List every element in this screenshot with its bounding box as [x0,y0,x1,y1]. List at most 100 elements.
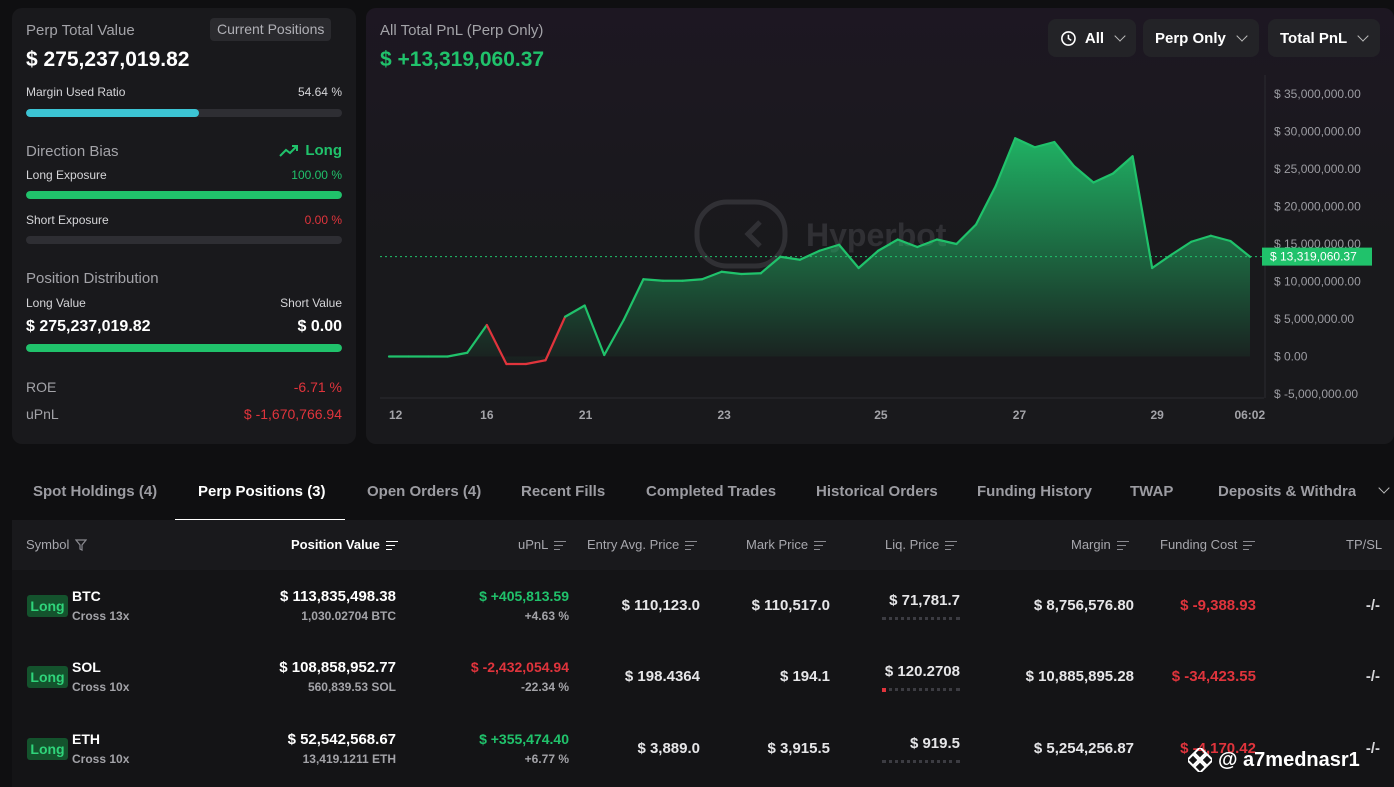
binance-square-icon [1188,748,1212,772]
position-size: 560,839.53 SOL [307,680,396,694]
upnl-label: uPnL [26,406,59,422]
market-filter-dropdown[interactable]: Perp Only [1143,19,1259,57]
header-mark-price[interactable]: Mark Price [746,537,827,552]
tpsl-value[interactable]: -/- [1365,740,1380,757]
table-row[interactable]: Long BTC Cross 13x $ 113,835,498.38 1,03… [12,571,1394,641]
long-value-label: Long Value [26,296,86,310]
margin-mode: Cross 10x [72,752,130,766]
time-range-dropdown[interactable]: All [1048,19,1136,57]
upnl-value: $ -1,670,766.94 [243,406,342,422]
liq-price: $ 71,781.7 [889,592,960,609]
symbol-name[interactable]: ETH [72,731,100,747]
current-positions-button[interactable]: Current Positions [210,18,332,41]
table-row[interactable]: Long SOL Cross 10x $ 108,858,952.77 560,… [12,642,1394,712]
long-value: $ 275,237,019.82 [26,318,151,335]
tab-completed-trades[interactable]: Completed Trades [646,483,777,500]
header-entry-price[interactable]: Entry Avg. Price [587,537,698,552]
symbol-name[interactable]: BTC [72,588,101,604]
margin-value: $ 8,756,576.80 [1033,597,1134,614]
header-margin-label: Margin [1071,537,1111,552]
liq-distance-marker [882,688,886,692]
table-header-row [12,520,1394,570]
pnl-card: All Total PnL (Perp Only) $ +13,319,060.… [366,8,1394,444]
upnl-value: $ +405,813.59 [479,588,569,604]
header-margin[interactable]: Margin [1071,537,1129,552]
short-exposure-bar [26,236,342,244]
margin-mode: Cross 13x [72,609,130,623]
tab-historical-orders[interactable]: Historical Orders [816,483,938,500]
tab-recent-fills[interactable]: Recent Fills [521,483,606,500]
tab-funding-history[interactable]: Funding History [977,483,1092,500]
liq-distance-bar [882,688,960,692]
header-mark-price-label: Mark Price [746,537,809,552]
header-symbol[interactable]: Symbol [26,537,88,552]
header-funding-cost[interactable]: Funding Cost [1160,537,1256,552]
pnl-total-value: $ +13,319,060.37 [380,48,545,71]
position-value: $ 108,858,952.77 [279,659,396,676]
sort-icon [385,540,398,550]
funding-cost: $ -34,423.55 [1171,668,1256,685]
clock-icon [1061,30,1076,46]
sort-icon [1243,540,1256,550]
mark-price: $ 110,517.0 [751,597,830,614]
header-upnl-label: uPnL [518,537,549,552]
short-exposure-label: Short Exposure [26,213,109,227]
positions-table [12,520,1394,787]
header-position-value-label: Position Value [291,537,380,552]
header-liq-price-label: Liq. Price [885,537,940,552]
liq-price: $ 120.2708 [884,663,960,680]
time-range-label: All [1084,29,1105,47]
header-upnl[interactable]: uPnL [518,537,567,552]
header-liq-price[interactable]: Liq. Price [885,537,958,552]
tab-spot-holdings[interactable]: Spot Holdings (4) [33,483,158,500]
header-position-value[interactable]: Position Value [291,537,398,552]
trend-up-icon [279,144,299,157]
header-tpsl[interactable]: TP/SL [1346,537,1383,552]
tabs-more-chevron-icon[interactable] [1378,482,1390,494]
chevron-down-icon [1357,30,1369,42]
header-funding-cost-label: Funding Cost [1160,537,1238,552]
header-entry-price-label: Entry Avg. Price [587,537,680,552]
sort-icon [685,540,698,550]
sort-icon [814,540,827,550]
header-symbol-label: Symbol [26,537,70,552]
perp-total-value: $ 275,237,019.82 [26,48,190,71]
pnl-title: All Total PnL (Perp Only) [380,22,544,39]
short-value-label: Short Value [280,296,342,310]
tab-deposits-withdraw[interactable]: Deposits & Withdraw [1218,483,1356,500]
watermark-handle-text: @ a7mednasr1 [1218,748,1360,771]
position-value: $ 52,542,568.67 [287,731,396,748]
margin-used-label: Margin Used Ratio [26,85,126,99]
tpsl-value[interactable]: -/- [1365,668,1380,685]
margin-used-bar [26,109,342,117]
entry-price: $ 3,889.0 [637,740,700,757]
roe-label: ROE [26,379,57,395]
symbol-name[interactable]: SOL [72,659,101,675]
direction-bias-text: Long [305,142,342,159]
pnl-type-dropdown[interactable]: Total PnL [1268,19,1380,57]
margin-value: $ 10,885,895.28 [1025,668,1134,685]
margin-mode: Cross 10x [72,680,130,694]
tpsl-value[interactable]: -/- [1365,597,1380,614]
tab-deposits-withdraw-label: Deposits & Withdraw [1218,483,1356,500]
upnl-value: $ +355,474.40 [479,731,569,747]
chevron-down-icon [1236,30,1248,42]
tab-open-orders[interactable]: Open Orders (4) [367,483,482,500]
market-filter-label: Perp Only [1155,29,1226,47]
position-size: 13,419.1211 ETH [302,752,396,766]
tab-perp-positions[interactable]: Perp Positions (3) [198,483,326,500]
perp-total-value-title: Perp Total Value [26,22,135,39]
tab-twap[interactable]: TWAP [1130,483,1174,500]
entry-price: $ 110,123.0 [621,597,700,614]
margin-value: $ 5,254,256.87 [1033,740,1134,757]
long-exposure-label: Long Exposure [26,168,107,182]
table-row[interactable]: Long ETH Cross 10x $ 52,542,568.67 13,41… [12,714,1394,784]
sort-icon [1116,540,1129,550]
upnl-percent: +6.77 % [524,752,569,766]
direction-bias-value: Long [279,142,342,159]
upnl-value: $ -2,432,054.94 [470,659,569,675]
entry-price: $ 198.4364 [624,668,700,685]
position-distribution-fill [26,344,342,352]
funding-cost: $ -4,170.42 [1180,740,1256,757]
side-badge: Long [27,666,68,688]
